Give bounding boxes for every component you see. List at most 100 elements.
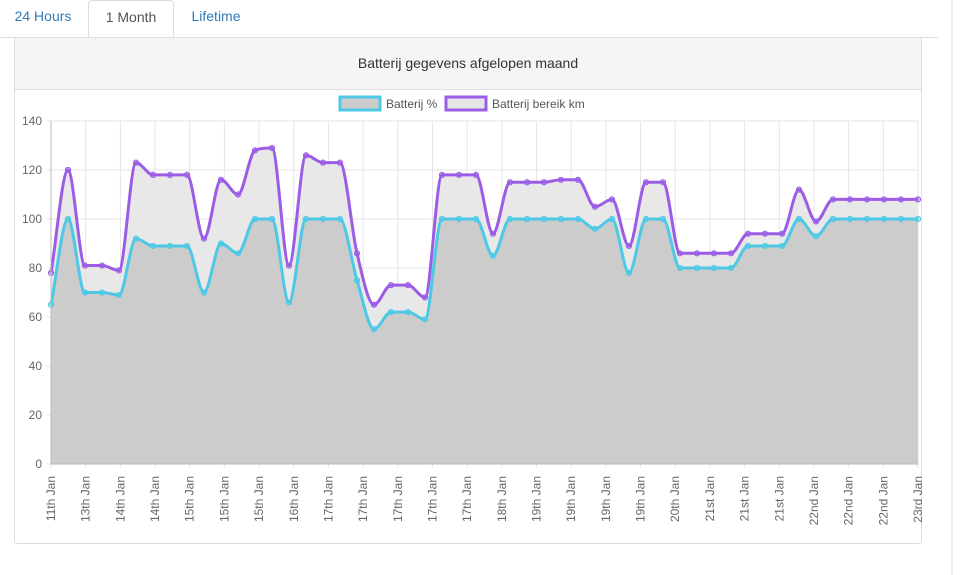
range-data-point — [115, 267, 123, 274]
y-tick-label: 140 — [22, 114, 42, 128]
range-data-point — [353, 250, 361, 257]
y-tick-label: 20 — [29, 408, 43, 422]
battery-data-point — [642, 215, 650, 223]
tab-1-month[interactable]: 1 Month — [88, 0, 174, 39]
battery-data-point — [438, 215, 446, 223]
x-tick-label: 16th Jan — [287, 476, 301, 522]
x-tick-label: 13th Jan — [79, 476, 93, 522]
range-data-point — [557, 176, 565, 183]
x-tick-label: 19th Jan — [599, 476, 613, 522]
range-data-point — [727, 250, 735, 257]
range-data-point — [778, 230, 786, 237]
range-data-point — [149, 171, 157, 178]
x-tick-label: 17th Jan — [356, 476, 370, 522]
x-tick-label: 21st Jan — [772, 476, 786, 521]
battery-data-point — [404, 309, 412, 316]
range-data-point — [608, 196, 616, 203]
x-tick-label: 22nd Jan — [876, 476, 890, 525]
battery-data-point — [557, 215, 565, 223]
battery-data-point — [523, 215, 531, 223]
x-tick-label: 14th Jan — [113, 476, 127, 522]
range-data-point — [472, 171, 480, 178]
battery-data-point — [234, 250, 242, 257]
battery-data-point — [268, 215, 276, 223]
range-data-point — [642, 179, 650, 186]
range-data-point — [761, 230, 769, 237]
range-data-point — [438, 171, 446, 178]
battery-data-point — [149, 242, 157, 250]
x-tick-label: 15th Jan — [252, 476, 266, 522]
battery-data-point — [863, 215, 871, 223]
battery-data-point — [591, 225, 599, 232]
battery-data-point — [812, 233, 820, 240]
battery-data-point — [472, 215, 480, 223]
legend-swatch-range — [444, 95, 488, 112]
range-data-point — [217, 176, 225, 183]
range-data-point — [302, 152, 310, 159]
battery-data-point — [370, 326, 378, 333]
range-data-point — [914, 196, 922, 203]
x-tick-label: 22nd Jan — [842, 476, 856, 525]
x-tick-label: 22nd Jan — [807, 476, 821, 525]
y-tick-label: 60 — [29, 310, 43, 324]
range-data-point — [863, 196, 871, 203]
legend-label-range: Batterij bereik km — [492, 97, 585, 111]
y-tick-label: 80 — [29, 261, 43, 275]
x-tick-label: 15th Jan — [183, 476, 197, 522]
range-data-point — [506, 179, 514, 186]
range-data-point — [251, 147, 259, 154]
x-tick-label: 19th Jan — [530, 476, 544, 522]
x-tick-label: 17th Jan — [460, 476, 474, 522]
range-data-point — [64, 166, 72, 174]
battery-data-point — [761, 242, 769, 250]
range-data-point — [319, 159, 327, 166]
x-tick-label: 17th Jan — [425, 476, 439, 522]
range-data-point — [81, 262, 89, 269]
chart-points — [47, 144, 922, 333]
range-data-point — [98, 262, 106, 269]
legend-swatch-battery — [338, 95, 382, 112]
battery-data-point — [540, 215, 548, 223]
tab-lifetime[interactable]: Lifetime — [191, 8, 241, 24]
battery-data-point — [795, 215, 803, 223]
range-data-point — [659, 179, 667, 186]
chart-legend: Batterij % Batterij bereik km — [338, 95, 585, 112]
battery-data-point — [659, 215, 667, 223]
battery-data-point — [115, 291, 123, 299]
battery-area — [51, 219, 918, 464]
x-tick-label: 19th Jan — [564, 476, 578, 522]
battery-data-point — [489, 252, 497, 259]
battery-data-point — [81, 289, 89, 296]
x-tick-label: 21st Jan — [703, 476, 717, 521]
x-tick-label: 18th Jan — [495, 476, 509, 522]
battery-data-point — [251, 215, 259, 223]
x-tick-label: 23rd Jan — [911, 476, 925, 523]
battery-data-point — [166, 242, 174, 250]
range-data-point — [591, 203, 599, 210]
battery-data-point — [132, 235, 140, 242]
chart-axes: 0 20 40 60 80 100 120 140 11th Jan 13th Jan 14th J… — [22, 114, 925, 525]
battery-data-point — [727, 264, 735, 272]
tab-24-hours[interactable]: 24 Hours — [14, 8, 72, 24]
battery-data-point — [200, 289, 208, 296]
range-data-point — [132, 159, 140, 166]
battery-data-point — [64, 215, 72, 223]
battery-data-point — [676, 264, 684, 272]
range-data-point — [166, 171, 174, 178]
x-tick-label: 19th Jan — [634, 476, 648, 522]
range-series-line — [49, 146, 918, 307]
range-data-point — [710, 250, 718, 257]
battery-data-point — [608, 215, 616, 223]
battery-data-point — [98, 289, 106, 296]
panel-title: Batterij gegevens afgelopen maand — [357, 55, 579, 71]
range-data-point — [693, 250, 701, 257]
range-data-point — [829, 196, 837, 203]
battery-data-point — [829, 215, 837, 223]
y-tick-label: 100 — [22, 212, 42, 226]
x-tick-label: 15th Jan — [217, 476, 231, 522]
battery-data-point — [183, 242, 191, 250]
battery-data-point — [336, 215, 344, 223]
range-data-point — [574, 176, 582, 183]
range-data-point — [183, 171, 191, 178]
battery-data-point — [914, 215, 922, 223]
